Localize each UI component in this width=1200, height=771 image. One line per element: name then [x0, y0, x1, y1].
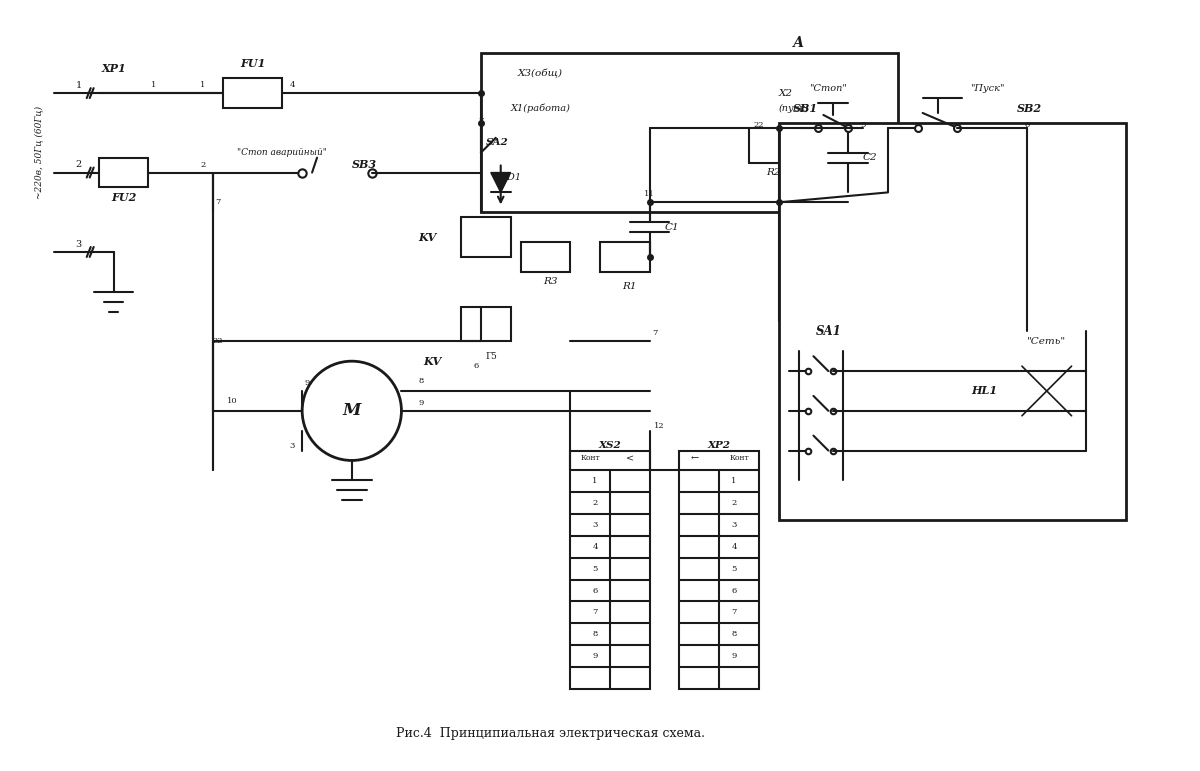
Text: 3: 3	[289, 442, 295, 449]
Bar	[98, 157, 149, 187]
Text: 7: 7	[652, 329, 658, 338]
Text: "Пуск": "Пуск"	[970, 84, 1004, 93]
Text: Х3(общ): Х3(общ)	[518, 69, 563, 78]
Text: М: М	[343, 402, 361, 419]
Text: 7: 7	[593, 608, 598, 616]
Text: 3: 3	[593, 521, 598, 529]
Polygon shape	[491, 173, 511, 193]
Text: SA1: SA1	[816, 325, 841, 338]
Text: 2: 2	[76, 160, 82, 169]
Bar	[749, 128, 798, 163]
Text: "Сеть": "Сеть"	[1027, 337, 1067, 346]
Text: 22: 22	[754, 121, 764, 129]
Text: XS2: XS2	[599, 441, 622, 450]
Text: 8: 8	[419, 377, 424, 385]
Text: 3: 3	[76, 240, 82, 248]
Text: 4: 4	[289, 81, 295, 89]
Text: R1: R1	[623, 282, 637, 291]
Text: 7: 7	[478, 117, 484, 125]
Text: "Стоп аварийный": "Стоп аварийный"	[238, 148, 328, 157]
Text: R3: R3	[544, 278, 558, 286]
Text: 11: 11	[644, 190, 655, 198]
Text: SB2: SB2	[1016, 103, 1042, 113]
Text: 9: 9	[593, 652, 598, 660]
Text: SA2: SA2	[486, 138, 509, 147]
Text: 1: 1	[200, 81, 205, 89]
Text: FU1: FU1	[240, 58, 265, 69]
Text: 2: 2	[732, 499, 737, 507]
Text: KV: KV	[422, 355, 442, 367]
Bar	[600, 242, 649, 272]
Bar	[679, 450, 758, 689]
Text: 1: 1	[593, 477, 598, 485]
Bar	[779, 123, 1126, 520]
Text: SB3: SB3	[352, 159, 377, 170]
Bar	[223, 78, 282, 108]
Text: 10: 10	[227, 397, 238, 405]
Text: ←: ←	[690, 454, 698, 463]
Text: 5: 5	[731, 564, 737, 573]
Bar	[481, 53, 898, 212]
Text: 3: 3	[731, 521, 737, 529]
Bar	[570, 450, 649, 689]
Text: C1: C1	[665, 223, 679, 231]
Bar	[521, 242, 570, 272]
Text: "Стоп": "Стоп"	[810, 84, 847, 93]
Text: Х1(работа): Х1(работа)	[510, 103, 570, 113]
Text: 6: 6	[593, 587, 598, 594]
Text: 6: 6	[473, 362, 479, 370]
Text: ХР1: ХР1	[101, 62, 126, 74]
Text: А: А	[793, 36, 804, 50]
Text: 5: 5	[860, 121, 865, 129]
Text: 2: 2	[593, 499, 598, 507]
Text: 8: 8	[593, 630, 598, 638]
Text: <: <	[625, 454, 634, 463]
Text: VD1: VD1	[500, 173, 522, 182]
Text: C2: C2	[863, 153, 877, 162]
Text: HL1: HL1	[971, 386, 997, 396]
Text: (пуск): (пуск)	[779, 103, 810, 113]
Bar	[461, 307, 511, 342]
Text: 12: 12	[654, 422, 665, 429]
Text: 22: 22	[212, 338, 223, 345]
Text: 6: 6	[1025, 121, 1030, 129]
Text: Г5: Г5	[486, 352, 498, 361]
Text: Конт: Конт	[581, 454, 600, 463]
Text: 8: 8	[731, 630, 737, 638]
Text: 4: 4	[593, 543, 598, 550]
Text: R2: R2	[767, 168, 781, 177]
Text: SB1: SB1	[793, 103, 818, 113]
Text: KV: KV	[418, 231, 436, 243]
Text: Рис.4  Принципиальная электрическая схема.: Рис.4 Принципиальная электрическая схема…	[396, 727, 704, 740]
Text: 4: 4	[731, 543, 737, 550]
Text: 9: 9	[731, 652, 737, 660]
Text: 5: 5	[593, 564, 598, 573]
Text: 9: 9	[305, 379, 310, 387]
Text: 6: 6	[732, 587, 737, 594]
Text: 9: 9	[419, 399, 424, 407]
Text: ~220в, 50Гц (60Гц): ~220в, 50Гц (60Гц)	[35, 106, 43, 199]
Text: 2: 2	[200, 160, 205, 169]
Bar	[461, 217, 511, 257]
Text: 1: 1	[76, 81, 82, 89]
Text: ХР2: ХР2	[708, 441, 731, 450]
Text: Конт: Конт	[730, 454, 749, 463]
Text: Х2: Х2	[779, 89, 793, 98]
Text: FU2: FU2	[110, 192, 136, 203]
Text: 1: 1	[731, 477, 737, 485]
Text: 7: 7	[215, 198, 221, 207]
Text: 7: 7	[731, 608, 737, 616]
Text: 1: 1	[150, 81, 156, 89]
